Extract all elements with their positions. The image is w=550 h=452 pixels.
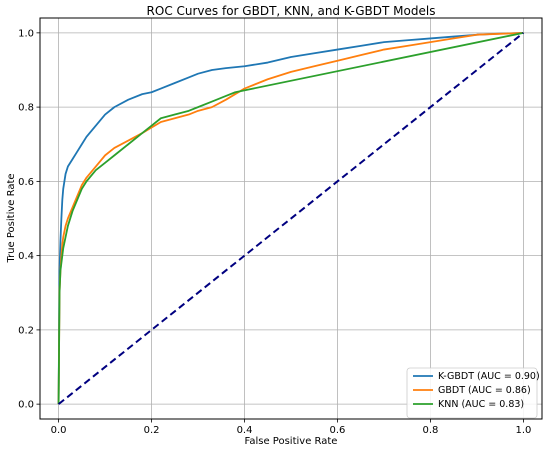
x-tick-label: 0.8 [422,425,438,436]
x-tick-label: 0.4 [237,425,253,436]
y-axis-label: True Positive Rate [6,173,17,263]
x-tick-label: 0.2 [144,425,160,436]
y-tick-label: 0.4 [18,251,34,262]
grid-lines [40,18,542,419]
y-tick-label: 0.8 [18,103,34,114]
series-line-diagonal [57,32,525,405]
legend-label: KNN (AUC = 0.83) [438,399,524,410]
chart-title: ROC Curves for GBDT, KNN, and K-GBDT Mod… [147,4,436,18]
axis-ticks: 0.0 0.2 0.4 0.6 0.8 1.0 0.0 0.2 0.4 0.6 0.8 1.0 [18,28,531,436]
y-tick-label: 0.2 [18,325,34,336]
series-line-k-gbdt [57,31,524,405]
y-tick-label: 1.0 [18,28,34,39]
y-tick-label: 0.6 [18,177,34,188]
series-line-gbdt [57,31,524,405]
x-tick-label: 1.0 [515,425,531,436]
series-line-knn [57,31,524,405]
legend-box [406,367,538,419]
legend: K-GBDT (AUC = 0.90) GBDT (AUC = 0.86) KNN … [406,367,540,419]
x-tick-label: 0.6 [330,425,346,436]
legend-label: GBDT (AUC = 0.86) [438,385,531,396]
y-tick-label: 0.0 [18,400,34,411]
x-tick-label: 0.0 [51,425,67,436]
series-lines [57,31,525,405]
plot-frame [39,17,543,420]
legend-label: K-GBDT (AUC = 0.90) [438,371,540,382]
x-axis-label: False Positive Rate [245,436,338,447]
